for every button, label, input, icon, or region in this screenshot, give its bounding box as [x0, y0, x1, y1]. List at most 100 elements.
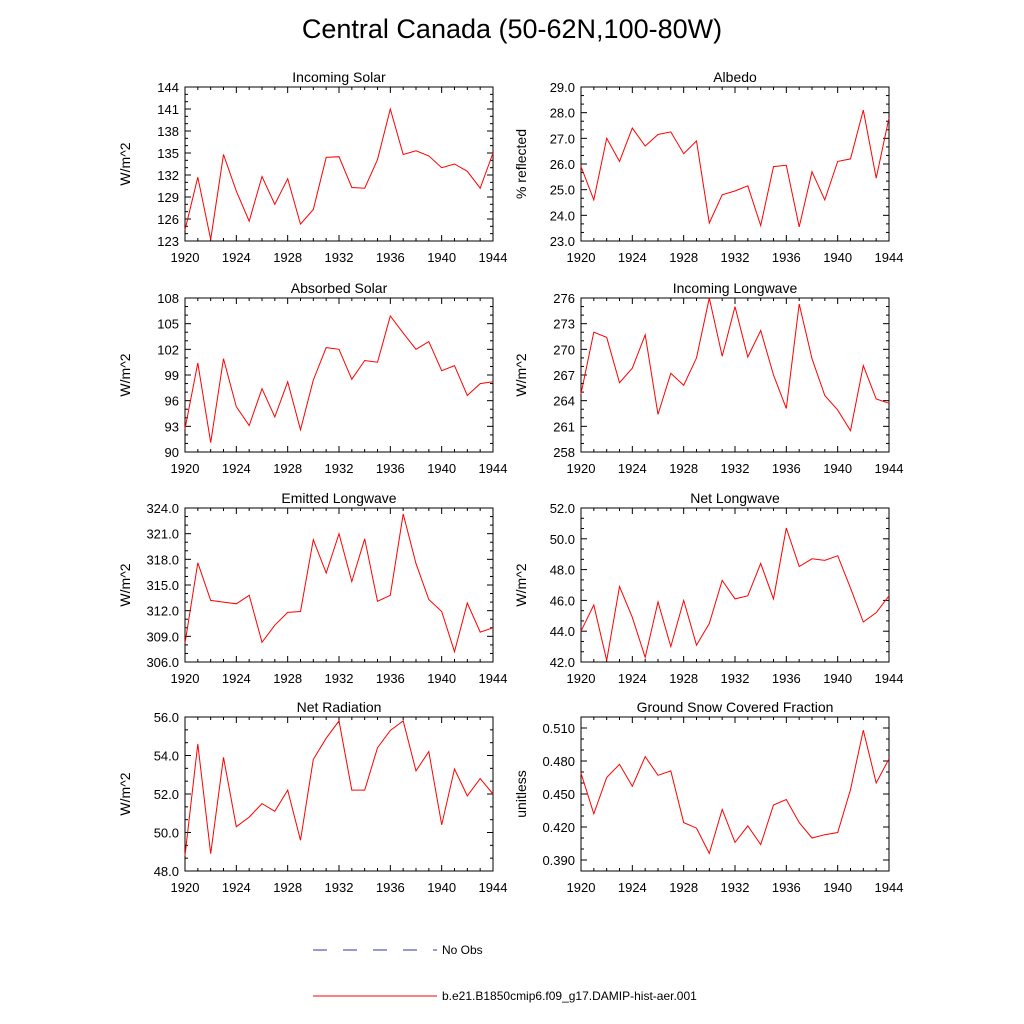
panel-title: Net Longwave — [690, 490, 780, 506]
x-tick-label: 1920 — [567, 250, 596, 265]
y-tick-label: 258 — [553, 445, 575, 460]
plot-frame — [184, 507, 494, 663]
plot-frame — [184, 86, 494, 242]
y-axis-label: W/m^2 — [117, 353, 133, 396]
y-tick-label: 93 — [165, 419, 179, 434]
x-tick-label: 1932 — [721, 880, 750, 895]
series-line — [184, 513, 494, 654]
x-tick-label: 1924 — [222, 671, 251, 686]
x-tick-label: 1928 — [273, 671, 302, 686]
x-tick-label: 1932 — [721, 461, 750, 476]
x-tick-label: 1920 — [567, 880, 596, 895]
y-tick-label: 132 — [157, 168, 179, 183]
x-tick-label: 1928 — [273, 250, 302, 265]
x-tick-label: 1940 — [823, 461, 852, 476]
y-tick-label: 321.0 — [146, 527, 179, 542]
y-tick-label: 0.480 — [542, 754, 575, 769]
y-axis-label: W/m^2 — [117, 772, 133, 815]
y-axis-label: unitless — [513, 770, 529, 817]
x-tick-label: 1928 — [669, 250, 698, 265]
panel-1: Albedo % reflected 1920 1924 1928 1932 1936 194… — [513, 69, 903, 265]
y-tick-label: 52.0 — [550, 501, 575, 516]
legend-label-model: b.e21.B1850cmip6.f09_g17.DAMIP-hist-aer.… — [442, 989, 697, 1003]
x-tick-label: 1940 — [823, 671, 852, 686]
panel-7: Ground Snow Covered Fraction unitless 1920… — [513, 699, 903, 895]
legend: No Obs b.e21.B1850cmip6.f09_g17.DAMIP-hi… — [313, 943, 697, 1003]
x-tick-label: 1944 — [875, 671, 904, 686]
series-line — [184, 314, 494, 443]
y-tick-label: 24.0 — [550, 208, 575, 223]
series-line — [580, 297, 890, 432]
x-tick-label: 1944 — [875, 461, 904, 476]
plot-frame — [580, 297, 890, 453]
panel-title: Incoming Solar — [292, 69, 386, 85]
x-tick-label: 1924 — [222, 461, 251, 476]
y-tick-label: 0.510 — [542, 721, 575, 736]
x-tick-label: 1928 — [273, 461, 302, 476]
y-tick-label: 105 — [157, 317, 179, 332]
y-tick-label: 99 — [165, 368, 179, 383]
x-tick-label: 1924 — [618, 461, 647, 476]
x-tick-label: 1924 — [618, 250, 647, 265]
y-tick-label: 267 — [553, 368, 575, 383]
x-tick-label: 1928 — [669, 880, 698, 895]
x-tick-label: 1936 — [376, 671, 405, 686]
y-tick-label: 29.0 — [550, 80, 575, 95]
panel-title: Net Radiation — [297, 699, 382, 715]
x-tick-label: 1920 — [567, 461, 596, 476]
x-tick-label: 1944 — [479, 880, 508, 895]
x-tick-label: 1932 — [325, 880, 354, 895]
panel-title: Emitted Longwave — [281, 490, 396, 506]
series-line — [184, 719, 494, 856]
x-tick-label: 1920 — [171, 250, 200, 265]
plot-frame — [580, 507, 890, 663]
x-tick-label: 1944 — [875, 880, 904, 895]
y-tick-label: 324.0 — [146, 501, 179, 516]
y-tick-label: 52.0 — [154, 787, 179, 802]
plot-frame — [580, 716, 890, 872]
plot-frame — [184, 716, 494, 872]
y-tick-label: 44.0 — [550, 624, 575, 639]
x-tick-label: 1932 — [325, 671, 354, 686]
y-tick-label: 261 — [553, 419, 575, 434]
y-tick-label: 0.420 — [542, 820, 575, 835]
x-tick-label: 1944 — [875, 250, 904, 265]
panel-title: Incoming Longwave — [673, 280, 798, 296]
y-axis-label: W/m^2 — [513, 353, 529, 396]
y-tick-label: 264 — [553, 394, 575, 409]
y-tick-label: 48.0 — [550, 563, 575, 578]
panel-0: Incoming Solar W/m^2 1920 1924 1928 1932 1936 1… — [117, 69, 507, 265]
x-tick-label: 1924 — [222, 250, 251, 265]
y-tick-label: 144 — [157, 80, 179, 95]
plot-frame — [580, 86, 890, 242]
y-tick-label: 126 — [157, 212, 179, 227]
y-tick-label: 108 — [157, 291, 179, 306]
y-tick-label: 273 — [553, 317, 575, 332]
x-tick-label: 1928 — [669, 461, 698, 476]
panel-4: Emitted Longwave W/m^2 1920 1924 1928 1932 193… — [117, 490, 507, 686]
x-tick-label: 1920 — [171, 880, 200, 895]
y-tick-label: 309.0 — [146, 629, 179, 644]
panel-6: Net Radiation W/m^2 1920 1924 1928 1932 1936 19… — [117, 699, 507, 895]
x-tick-label: 1944 — [479, 250, 508, 265]
panel-title: Albedo — [713, 69, 757, 85]
panel-2: Absorbed Solar W/m^2 1920 1924 1928 1932 1936 1… — [117, 280, 507, 476]
plot-frame — [184, 297, 494, 453]
y-tick-label: 135 — [157, 146, 179, 161]
y-tick-label: 28.0 — [550, 106, 575, 121]
y-tick-label: 138 — [157, 124, 179, 139]
x-tick-label: 1936 — [772, 671, 801, 686]
x-tick-label: 1940 — [427, 461, 456, 476]
y-tick-label: 96 — [165, 394, 179, 409]
y-axis-label: W/m^2 — [117, 142, 133, 185]
y-tick-label: 27.0 — [550, 131, 575, 146]
y-tick-label: 48.0 — [154, 864, 179, 879]
x-tick-label: 1928 — [669, 671, 698, 686]
x-tick-label: 1936 — [376, 461, 405, 476]
x-tick-label: 1932 — [325, 461, 354, 476]
x-tick-label: 1944 — [479, 461, 508, 476]
y-tick-label: 318.0 — [146, 552, 179, 567]
panel-3: Incoming Longwave W/m^2 1920 1924 1928 1932 19… — [513, 280, 903, 476]
y-tick-label: 306.0 — [146, 655, 179, 670]
